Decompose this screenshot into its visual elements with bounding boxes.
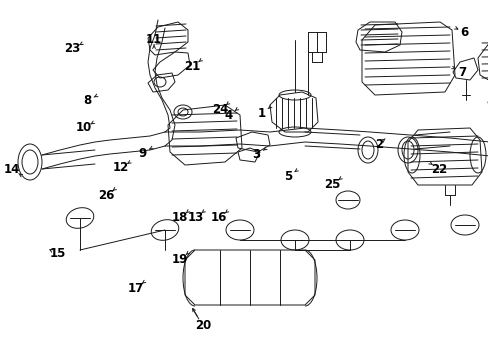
Text: 8: 8 — [83, 94, 91, 107]
Text: 3: 3 — [252, 148, 260, 161]
Text: 10: 10 — [76, 121, 92, 134]
Text: 24: 24 — [211, 103, 228, 116]
Text: 7: 7 — [457, 66, 465, 78]
Text: 20: 20 — [194, 319, 211, 332]
Text: 6: 6 — [460, 26, 468, 39]
Text: 21: 21 — [183, 60, 200, 73]
Text: 18: 18 — [171, 211, 188, 224]
Text: 23: 23 — [64, 42, 81, 55]
Text: 25: 25 — [324, 178, 340, 191]
Text: 16: 16 — [210, 211, 227, 224]
Text: 12: 12 — [113, 161, 129, 174]
Text: 4: 4 — [224, 109, 232, 122]
Text: 1: 1 — [257, 107, 265, 120]
Text: 22: 22 — [430, 163, 447, 176]
Text: 26: 26 — [98, 189, 115, 202]
Text: 14: 14 — [4, 163, 20, 176]
Text: 19: 19 — [171, 253, 188, 266]
Text: 15: 15 — [49, 247, 66, 260]
Text: 11: 11 — [145, 33, 162, 46]
Text: 9: 9 — [139, 147, 146, 159]
Text: 2: 2 — [374, 138, 382, 150]
Text: 5: 5 — [284, 170, 292, 183]
Text: 13: 13 — [187, 211, 203, 224]
Text: 17: 17 — [127, 282, 144, 294]
